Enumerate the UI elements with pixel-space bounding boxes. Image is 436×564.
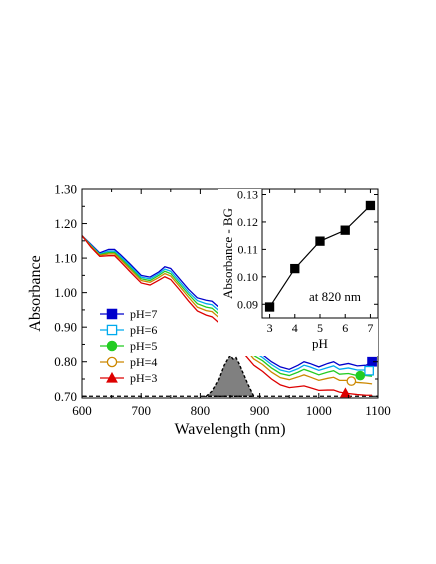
inset-x-tick-label: 5: [317, 321, 323, 335]
x-axis-title: Wavelength (nm): [174, 421, 285, 438]
inset-y-tick-label: 0.11: [237, 242, 258, 256]
x-tick-label: 800: [191, 403, 211, 418]
x-tick-label: 900: [250, 403, 270, 418]
inset-x-tick-label: 4: [292, 321, 298, 335]
inset-y-axis-title: Absorbance - BG: [220, 208, 235, 299]
y-tick-label: 1.00: [54, 285, 77, 300]
x-tick-label: 1000: [306, 403, 332, 418]
inset-x-tick-label: 7: [367, 321, 373, 335]
legend-label: pH=3: [130, 371, 157, 385]
inset-annotation: at 820 nm: [309, 289, 361, 304]
series-end-marker-4: [339, 387, 351, 398]
inset-x-axis-title: pH: [312, 336, 328, 351]
inset-point: [315, 236, 325, 246]
legend-marker: [106, 371, 118, 383]
main-plot: 600 700 800 900 1000 1100 0.70 0.80 0.90 1.00 1.10…: [27, 182, 391, 439]
main-axis-ticks: 600 700 800 900 1000 1100 0.70 0.80 0.90 1.00 1.10…: [54, 182, 391, 419]
legend-label: pH=7: [130, 307, 157, 321]
legend-marker: [106, 356, 118, 368]
y-tick-label: 1.10: [54, 251, 77, 266]
legend-marker: [106, 324, 118, 336]
laser-profile-area: [204, 354, 255, 397]
y-tick-label: 0.80: [54, 354, 77, 369]
inset-x-tick-label: 3: [267, 321, 273, 335]
legend-marker: [106, 308, 118, 320]
inset-axis-ticks: 3 4 5 6 7 0.09 0.10 0.11 0.12 0.13: [237, 187, 378, 335]
legend-label: pH=5: [130, 339, 157, 353]
inset-y-tick-label: 0.12: [237, 215, 258, 229]
x-tick-label: 600: [72, 403, 92, 418]
inset-x-tick-label: 6: [342, 321, 348, 335]
series-end-marker-3: [346, 376, 357, 386]
series-layer: [81, 235, 377, 398]
inset-point: [340, 225, 350, 235]
y-tick-label: 0.90: [54, 320, 77, 335]
legend-label: pH=6: [130, 323, 157, 337]
inset-point: [290, 263, 300, 274]
y-tick-label: 1.20: [54, 216, 77, 231]
inset-point: [264, 302, 275, 312]
inset-y-tick-label: 0.10: [237, 270, 258, 284]
inset-point: [365, 200, 376, 211]
inset-plot: 3 4 5 6 7 0.09 0.10 0.11 0.12 0.13 pH Absorbance …: [218, 187, 379, 356]
series-end-marker-2: [355, 370, 366, 381]
y-tick-label: 1.30: [54, 182, 77, 197]
x-tick-label: 1100: [365, 403, 391, 418]
y-axis-title: Absorbance: [27, 255, 44, 331]
inset-series-layer: [264, 200, 376, 312]
y-tick-label: 0.70: [54, 389, 77, 404]
x-tick-label: 700: [131, 403, 151, 418]
legend-marker: [106, 340, 118, 352]
inset-y-tick-label: 0.13: [237, 187, 258, 201]
inset-y-tick-label: 0.09: [237, 297, 258, 311]
legend: pH=7 pH=6 pH=5 pH=4 pH=3: [100, 307, 157, 385]
series-end-marker-1: [364, 365, 374, 376]
legend-label: pH=4: [130, 355, 157, 369]
